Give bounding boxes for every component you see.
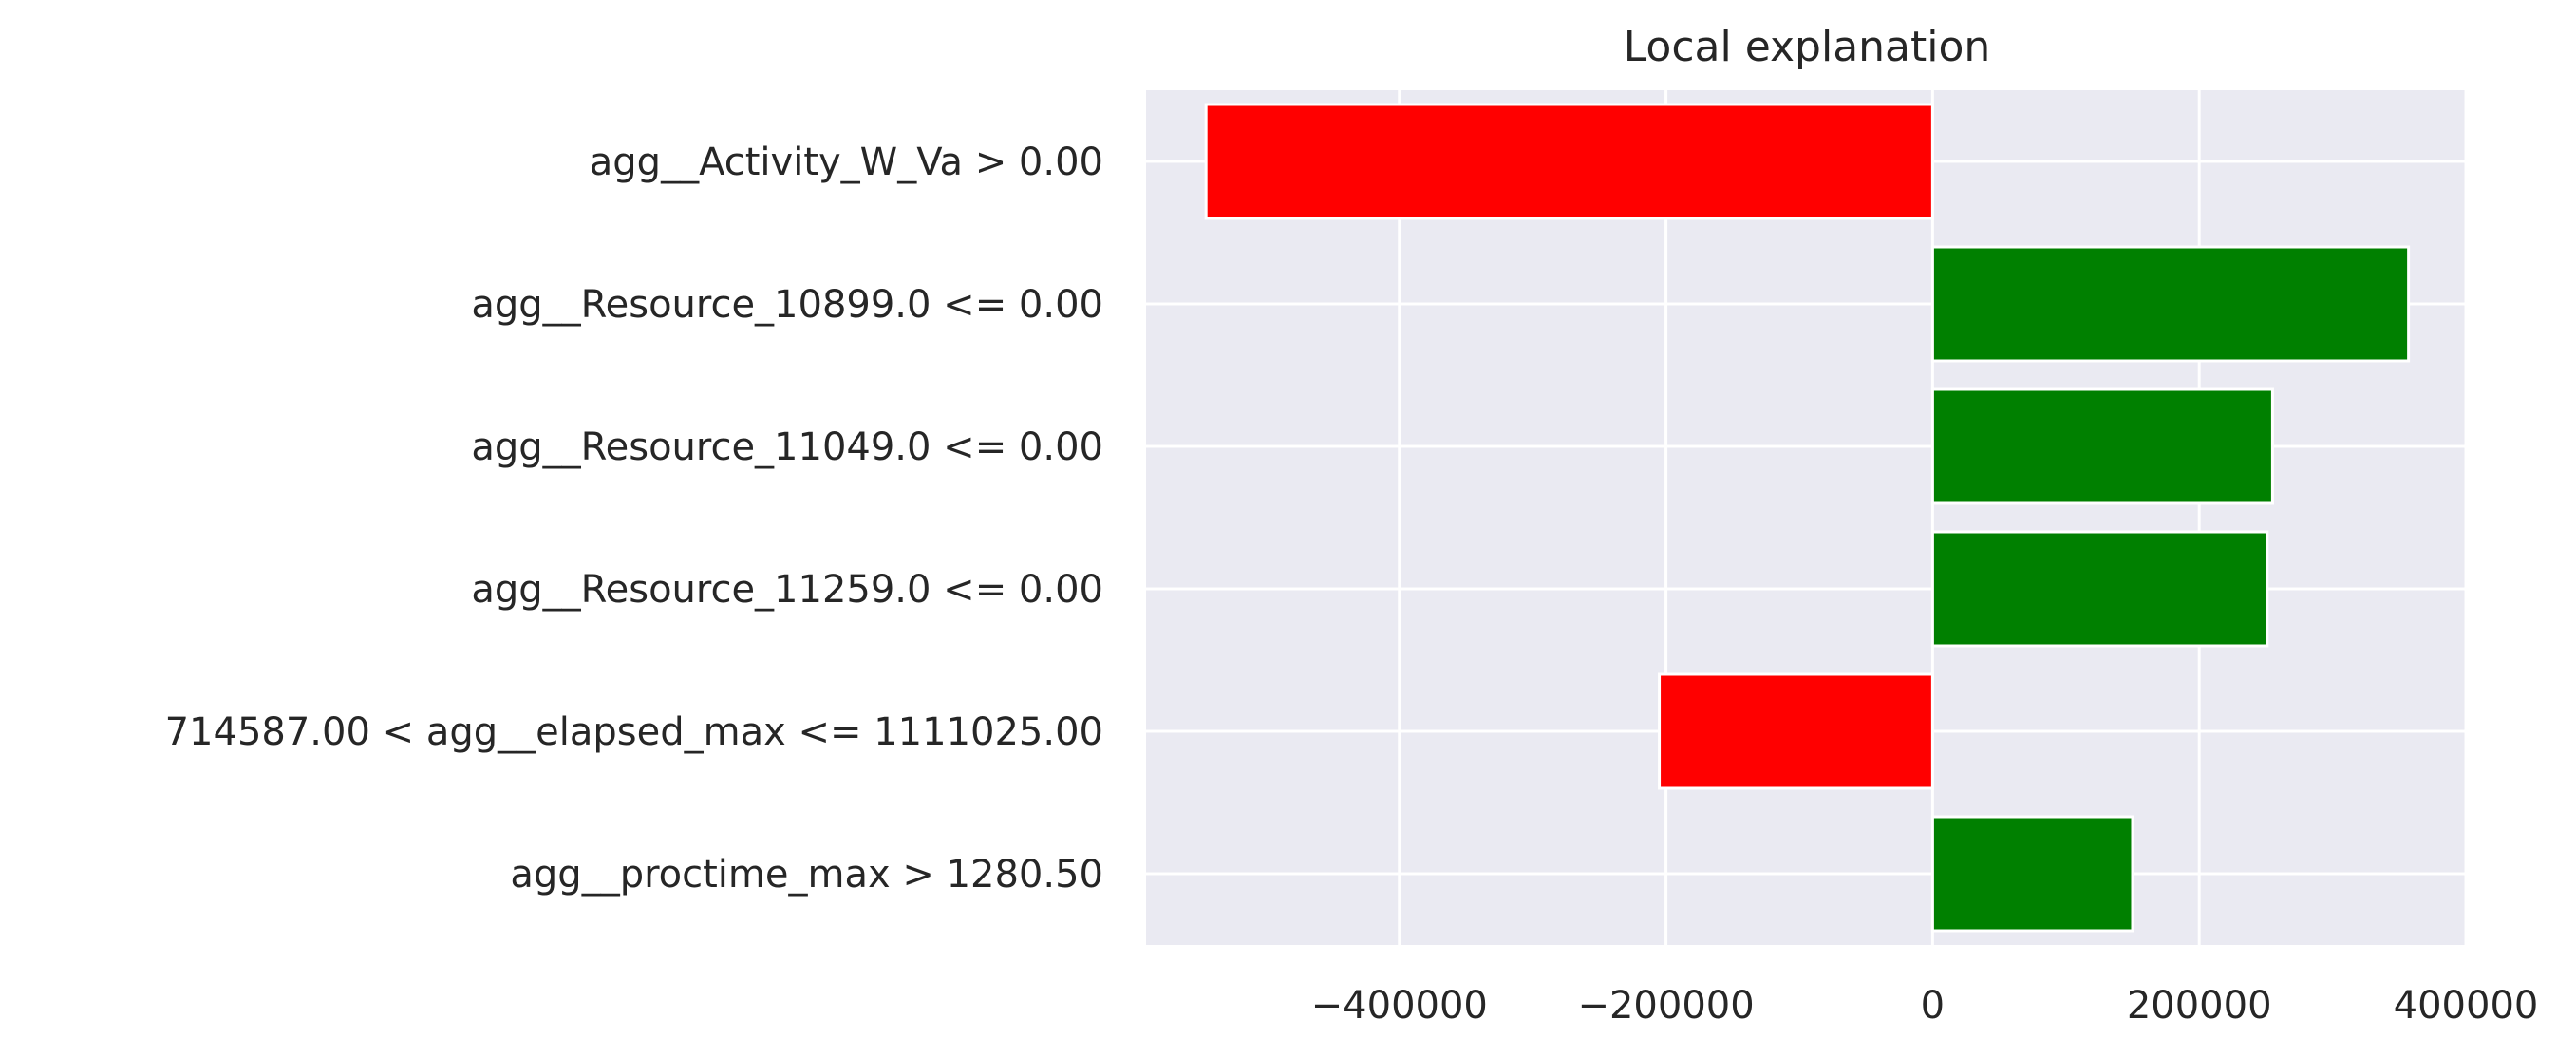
y-tick-label: agg__Resource_11259.0 <= 0.00 — [471, 568, 1103, 612]
x-tick-label: −200000 — [1577, 984, 1754, 1028]
y-tick-label: agg__proctime_max > 1280.50 — [510, 853, 1103, 897]
bar — [1658, 672, 1934, 790]
plot-area — [1146, 90, 2466, 945]
chart-title: Local explanation — [1624, 23, 1991, 71]
x-tick-label: 400000 — [2394, 984, 2539, 1028]
bar — [1930, 530, 2269, 648]
y-tick-label: agg__Resource_10899.0 <= 0.00 — [471, 283, 1103, 327]
bar — [1930, 245, 2411, 363]
bar — [1930, 387, 2274, 505]
y-axis-labels: agg__Activity_W_Va > 0.00 agg__Resource_1… — [165, 141, 1103, 897]
y-tick-label: 714587.00 < agg__elapsed_max <= 1111025.… — [165, 710, 1103, 754]
x-tick-label: 200000 — [2127, 984, 2272, 1028]
x-tick-label: −400000 — [1311, 984, 1488, 1028]
bar — [1204, 103, 1934, 220]
x-tick-label: 0 — [1921, 984, 1945, 1028]
y-tick-label: agg__Resource_11049.0 <= 0.00 — [471, 425, 1103, 469]
y-tick-label: agg__Activity_W_Va > 0.00 — [590, 141, 1103, 184]
x-axis-labels: −400000 −200000 0 200000 400000 — [1311, 984, 2539, 1028]
bars — [1204, 103, 2411, 933]
bar — [1930, 815, 2134, 933]
